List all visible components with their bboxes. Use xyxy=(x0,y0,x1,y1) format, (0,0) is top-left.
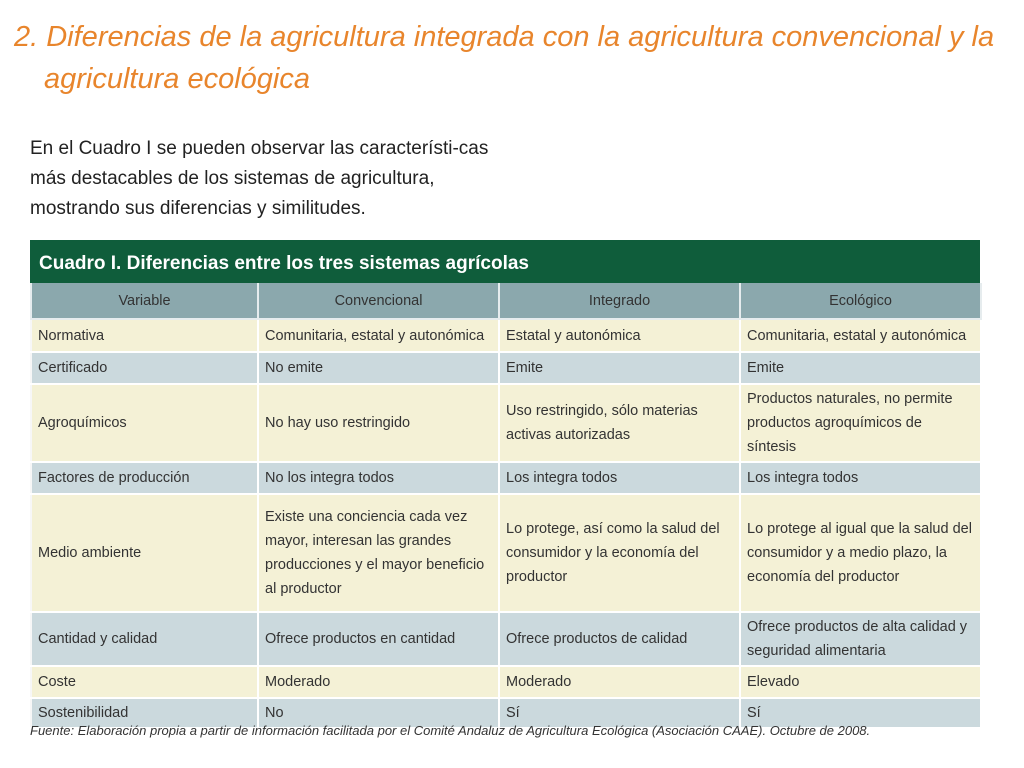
section-title: 2. Diferencias de la agricultura integra… xyxy=(14,16,1004,100)
table-cell: No emite xyxy=(257,351,500,385)
table-row: Factores de producción No los integra tod… xyxy=(30,461,982,495)
table-cell: Productos naturales, no permite producto… xyxy=(739,383,982,463)
table-cell: Emite xyxy=(739,351,982,385)
source-note: Fuente: Elaboración propia a partir de i… xyxy=(30,723,871,738)
table-cell: Agroquímicos xyxy=(30,383,259,463)
intro-paragraph: En el Cuadro I se pueden observar las ca… xyxy=(30,138,489,219)
table-cell: Elevado xyxy=(739,665,982,699)
table-cell: Lo protege al igual que la salud del con… xyxy=(739,493,982,613)
table-cell: Ofrece productos en cantidad xyxy=(257,611,500,667)
table-cell: Existe una conciencia cada vez mayor, in… xyxy=(257,493,500,613)
table-row: Agroquímicos No hay uso restringido Uso re… xyxy=(30,383,982,463)
table-row: Normativa Comunitaria, estatal y autonómi… xyxy=(30,318,982,353)
table-cell: Factores de producción xyxy=(30,461,259,495)
table-cell: Comunitaria, estatal y autonómica xyxy=(257,318,500,353)
table-cell: Comunitaria, estatal y autonómica xyxy=(739,318,982,353)
table-cell: Normativa xyxy=(30,318,259,353)
table-cell: Certificado xyxy=(30,351,259,385)
table-row: Sostenibilidad No Sí Sí xyxy=(30,697,982,729)
title-line-2: agricultura ecológica xyxy=(44,63,310,95)
column-header: Variable xyxy=(30,283,259,320)
table-row: Cantidad y calidad Ofrece productos en ca… xyxy=(30,611,982,667)
table-cell: Ofrece productos de alta calidad y segur… xyxy=(739,611,982,667)
table-row: Medio ambiente Existe una conciencia cada… xyxy=(30,493,982,613)
column-header: Ecológico xyxy=(739,283,982,320)
table-cell: Medio ambiente xyxy=(30,493,259,613)
table-cell: Moderado xyxy=(257,665,500,699)
table-cell: No hay uso restringido xyxy=(257,383,500,463)
table-row: Certificado No emite Emite Emite xyxy=(30,351,982,385)
table-cell: Sí xyxy=(739,697,982,729)
table-cell: Estatal y autonómica xyxy=(498,318,741,353)
table-header-row: Variable Convencional Integrado Ecológico xyxy=(30,283,982,320)
table-cell: Moderado xyxy=(498,665,741,699)
comparison-table: Cuadro I. Diferencias entre los tres sis… xyxy=(30,240,982,729)
table-cell: Coste xyxy=(30,665,259,699)
table-row: Coste Moderado Moderado Elevado xyxy=(30,665,982,699)
table-caption: Cuadro I. Diferencias entre los tres sis… xyxy=(30,240,980,283)
table-cell: Ofrece productos de calidad xyxy=(498,611,741,667)
table-cell: Uso restringido, sólo materias activas a… xyxy=(498,383,741,463)
table-cell: Lo protege, así como la salud del consum… xyxy=(498,493,741,613)
column-header: Integrado xyxy=(498,283,741,320)
table-cell: No xyxy=(257,697,500,729)
table-cell: No los integra todos xyxy=(257,461,500,495)
table-cell: Cantidad y calidad xyxy=(30,611,259,667)
table-cell: Sí xyxy=(498,697,741,729)
table-cell: Sostenibilidad xyxy=(30,697,259,729)
column-header: Convencional xyxy=(257,283,500,320)
table-cell: Los integra todos xyxy=(498,461,741,495)
table-cell: Los integra todos xyxy=(739,461,982,495)
title-line-1: 2. Diferencias de la agricultura integra… xyxy=(14,21,995,53)
table-cell: Emite xyxy=(498,351,741,385)
